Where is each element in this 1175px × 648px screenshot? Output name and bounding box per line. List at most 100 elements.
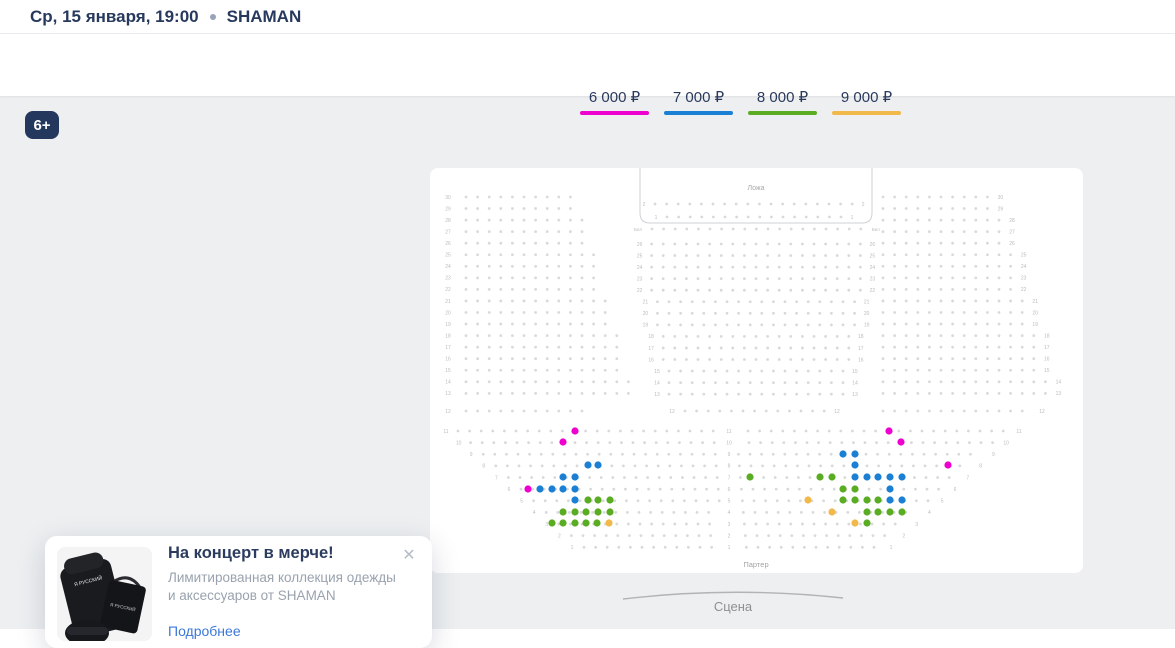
seat-available-7000₽[interactable] [571, 485, 579, 493]
seat-available-8000₽[interactable] [593, 519, 601, 527]
seat-available-7000₽[interactable] [559, 485, 567, 493]
seat-available-8000₽[interactable] [839, 485, 847, 493]
seat-available-7000₽[interactable] [839, 450, 847, 458]
svg-text:19: 19 [643, 323, 649, 329]
seat-available-7000₽[interactable] [851, 461, 859, 469]
svg-text:15: 15 [852, 369, 858, 375]
svg-text:20: 20 [445, 310, 451, 316]
seat-available-6000₽[interactable] [524, 485, 532, 493]
seat-available-8000₽[interactable] [839, 496, 847, 504]
seat-available-8000₽[interactable] [874, 496, 882, 504]
seat-available-8000₽[interactable] [863, 508, 871, 516]
seat-available-7000₽[interactable] [874, 473, 882, 481]
seat-available-8000₽[interactable] [548, 519, 556, 527]
seat-available-8000₽[interactable] [863, 496, 871, 504]
svg-text:20: 20 [1032, 310, 1038, 316]
svg-text:8: 8 [482, 464, 485, 470]
svg-text:18: 18 [445, 333, 451, 339]
seat-available-8000₽[interactable] [746, 473, 754, 481]
svg-text:9: 9 [470, 452, 473, 458]
price-tab-8000[interactable]: 8 000 ₽ [748, 88, 817, 115]
svg-text:9: 9 [992, 452, 995, 458]
seat-available-8000₽[interactable] [582, 508, 590, 516]
seat-available-9000₽[interactable] [605, 519, 613, 527]
promo-link[interactable]: Подробнее [168, 623, 241, 639]
seat-available-8000₽[interactable] [863, 519, 871, 527]
svg-text:1: 1 [728, 545, 731, 551]
seat-available-7000₽[interactable] [886, 496, 894, 504]
promo-close-button[interactable]: ✕ [399, 546, 419, 566]
promo-description: Лимитированная коллекция одежды и аксесс… [168, 570, 396, 603]
seat-available-9000₽[interactable] [851, 519, 859, 527]
price-tab-7000[interactable]: 7 000 ₽ [664, 88, 733, 115]
seat-available-8000₽[interactable] [851, 485, 859, 493]
seat-available-6000₽[interactable] [944, 461, 952, 469]
seat-available-8000₽[interactable] [898, 508, 906, 516]
svg-text:23: 23 [637, 276, 643, 282]
price-tab-9000[interactable]: 9 000 ₽ [832, 88, 901, 115]
seat-available-7000₽[interactable] [898, 496, 906, 504]
seat-available-8000₽[interactable] [559, 519, 567, 527]
seat-available-7000₽[interactable] [536, 485, 544, 493]
seat-available-7000₽[interactable] [898, 473, 906, 481]
seat-available-8000₽[interactable] [571, 519, 579, 527]
seat-available-7000₽[interactable] [571, 496, 579, 504]
svg-text:18: 18 [858, 334, 864, 340]
svg-text:2: 2 [862, 202, 865, 208]
seat-available-7000₽[interactable] [584, 461, 592, 469]
svg-text:11: 11 [726, 429, 731, 435]
seat-available-8000₽[interactable] [571, 508, 579, 516]
svg-text:5: 5 [520, 499, 523, 505]
svg-text:17: 17 [648, 346, 654, 352]
seat-available-8000₽[interactable] [594, 496, 602, 504]
svg-text:6: 6 [728, 487, 731, 493]
seat-available-7000₽[interactable] [886, 473, 894, 481]
seat-available-6000₽[interactable] [885, 427, 893, 435]
svg-text:14: 14 [445, 380, 451, 386]
seat-available-8000₽[interactable] [886, 508, 894, 516]
svg-text:24: 24 [637, 265, 643, 271]
svg-text:7: 7 [966, 475, 969, 481]
svg-text:27: 27 [445, 229, 451, 235]
seat-available-7000₽[interactable] [559, 473, 567, 481]
svg-text:13: 13 [852, 392, 858, 398]
seat-available-8000₽[interactable] [606, 508, 614, 516]
seat-available-7000₽[interactable] [863, 473, 871, 481]
seat-available-8000₽[interactable] [584, 496, 592, 504]
seat-available-6000₽[interactable] [571, 427, 579, 435]
seat-available-8000₽[interactable] [828, 473, 836, 481]
seat-available-8000₽[interactable] [816, 473, 824, 481]
seat-available-8000₽[interactable] [606, 496, 614, 504]
seat-available-7000₽[interactable] [548, 485, 556, 493]
seat-available-6000₽[interactable] [897, 438, 905, 446]
seat-available-7000₽[interactable] [886, 485, 894, 493]
seat-available-8000₽[interactable] [594, 508, 602, 516]
svg-text:Партер: Партер [743, 560, 768, 569]
svg-text:13: 13 [654, 392, 660, 398]
price-tab-label: 7 000 ₽ [672, 89, 725, 106]
seat-available-9000₽[interactable] [828, 508, 836, 516]
seat-map-card: Ложа 2 2 1 1 Бел Бел 30 30 29 29 28 28 27 27 26 26 25 25 24… [430, 168, 1083, 573]
svg-text:12: 12 [445, 409, 451, 415]
seat-available-7000₽[interactable] [851, 473, 859, 481]
seat-available-7000₽[interactable] [594, 461, 602, 469]
seat-available-9000₽[interactable] [804, 496, 812, 504]
seat-available-8000₽[interactable] [851, 496, 859, 504]
svg-text:10: 10 [1003, 440, 1009, 446]
price-tab-6000[interactable]: 6 000 ₽ [580, 88, 649, 115]
seat-available-8000₽[interactable] [559, 508, 567, 516]
svg-text:3: 3 [545, 522, 548, 528]
seat-available-7000₽[interactable] [851, 450, 859, 458]
seat-available-7000₽[interactable] [571, 473, 579, 481]
svg-text:6: 6 [954, 487, 957, 493]
svg-text:1: 1 [890, 545, 893, 551]
svg-text:21: 21 [864, 300, 870, 306]
promo-popup: Я РУССКИЙ Я РУССКИЙ На концерт в мерче! … [45, 536, 432, 648]
seat-available-8000₽[interactable] [874, 508, 882, 516]
svg-text:3: 3 [728, 522, 731, 528]
svg-text:5: 5 [728, 499, 731, 505]
seat-available-8000₽[interactable] [582, 519, 590, 527]
seat-available-6000₽[interactable] [559, 438, 567, 446]
